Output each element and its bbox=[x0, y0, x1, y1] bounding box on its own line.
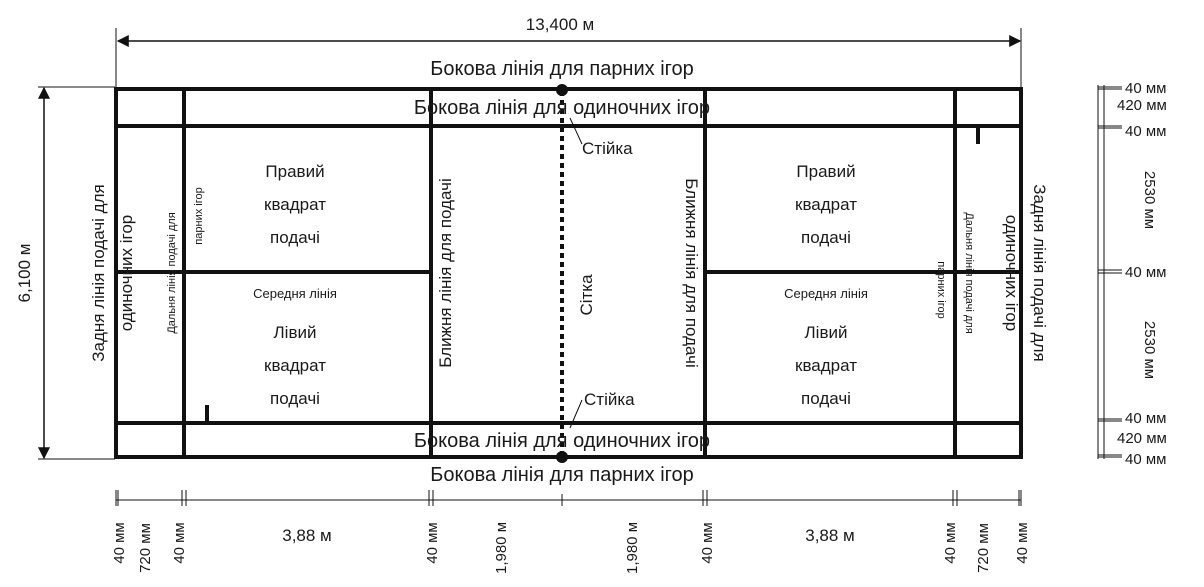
total-length-label: 13,400 м bbox=[526, 15, 594, 34]
court-tick-mark-left bbox=[205, 405, 209, 421]
left-long-service-label-1: Дальня лінія подачі для bbox=[166, 212, 178, 333]
bottom-scale-label-6: 1,980 м bbox=[624, 522, 641, 574]
right-scale-label-0: 40 мм bbox=[1125, 80, 1166, 97]
bottom-scale-label-1: 720 мм bbox=[137, 523, 154, 573]
right-back-line-label-1: Задня лінія подачі для bbox=[1030, 184, 1049, 361]
right-short-service-label: Ближня лінія для подачі bbox=[682, 178, 701, 368]
doubles-sideline-label-top: Бокова лінія для парних ігор bbox=[430, 58, 694, 80]
right-center-line-label: Середня лінія bbox=[784, 286, 868, 301]
right-scale-label-8: 40 мм bbox=[1125, 451, 1166, 468]
left-right-box-line-3: подачі bbox=[270, 228, 320, 247]
left-short-service-label: Ближня лінія для подачі bbox=[436, 178, 455, 368]
bottom-scale-label-11: 40 мм bbox=[1014, 522, 1031, 563]
bottom-scale-label-3: 3,88 м bbox=[282, 526, 332, 545]
net-post-top bbox=[556, 84, 568, 96]
right-scale-label-5: 2530 мм bbox=[1141, 321, 1158, 379]
post-pointer-top bbox=[569, 117, 583, 145]
right-scale-label-7: 420 мм bbox=[1117, 430, 1167, 447]
singles-sideline-label-bottom: Бокова лінія для одиночних ігор bbox=[414, 430, 710, 452]
right-scale-label-2: 40 мм bbox=[1125, 123, 1166, 140]
left-long-service-label-2: парних ігор bbox=[193, 187, 205, 244]
bottom-scale bbox=[115, 490, 1022, 506]
right-right-box-line-1: Правий bbox=[796, 162, 855, 181]
right-left-box-line-2: квадрат bbox=[795, 356, 857, 375]
right-scale-label-1: 420 мм bbox=[1117, 97, 1167, 114]
left-back-line-label-1: Задня лінія подачі для bbox=[89, 184, 108, 361]
left-left-box-line-1: Лівий bbox=[274, 323, 317, 342]
right-scale bbox=[1097, 85, 1122, 459]
doubles-sideline-label-bottom: Бокова лінія для парних ігор bbox=[430, 464, 694, 486]
left-back-line-label-2: одиночних ігор bbox=[117, 215, 136, 331]
bottom-scale-label-10: 720 мм bbox=[975, 523, 992, 573]
post-label-top: Стійка bbox=[582, 139, 633, 158]
bottom-scale-label-7: 40 мм bbox=[699, 522, 716, 563]
singles-sideline-label-top: Бокова лінія для одиночних ігор bbox=[414, 97, 710, 119]
post-pointer-bottom bbox=[569, 399, 583, 429]
bottom-scale-label-9: 40 мм bbox=[942, 522, 959, 563]
post-label-bottom: Стійка bbox=[584, 390, 635, 409]
left-center-line-label: Середня лінія bbox=[253, 286, 337, 301]
bottom-scale-label-5: 1,980 м bbox=[493, 522, 510, 574]
right-long-service-label-2: парних ігор bbox=[935, 261, 947, 318]
bottom-scale-label-8: 3,88 м bbox=[805, 526, 855, 545]
left-right-box-line-2: квадрат bbox=[264, 195, 326, 214]
right-scale-label-3: 2530 мм bbox=[1141, 171, 1158, 229]
court-tick-mark-right bbox=[976, 128, 980, 144]
right-scale-label-6: 40 мм bbox=[1125, 410, 1166, 427]
left-left-box-line-2: квадрат bbox=[264, 356, 326, 375]
left-right-box-line-1: Правий bbox=[265, 162, 324, 181]
right-left-box-line-3: подачі bbox=[801, 389, 851, 408]
bottom-scale-label-2: 40 мм bbox=[171, 522, 188, 563]
right-back-line-label-2: одиночних ігор bbox=[1002, 215, 1021, 331]
left-left-box-line-3: подачі bbox=[270, 389, 320, 408]
right-right-box-line-3: подачі bbox=[801, 228, 851, 247]
net-post-bottom bbox=[556, 451, 568, 463]
right-long-service-label-1: Дальня лінія подачі для bbox=[963, 212, 975, 333]
total-width-label: 6,100 м bbox=[15, 244, 34, 303]
bottom-scale-label-0: 40 мм bbox=[111, 522, 128, 563]
right-left-box-line-1: Лівий bbox=[805, 323, 848, 342]
court-lines bbox=[114, 87, 1023, 459]
net-label: Сітка bbox=[577, 274, 596, 316]
right-right-box-line-2: квадрат bbox=[795, 195, 857, 214]
right-scale-label-4: 40 мм bbox=[1125, 264, 1166, 281]
bottom-scale-label-4: 40 мм bbox=[424, 522, 441, 563]
